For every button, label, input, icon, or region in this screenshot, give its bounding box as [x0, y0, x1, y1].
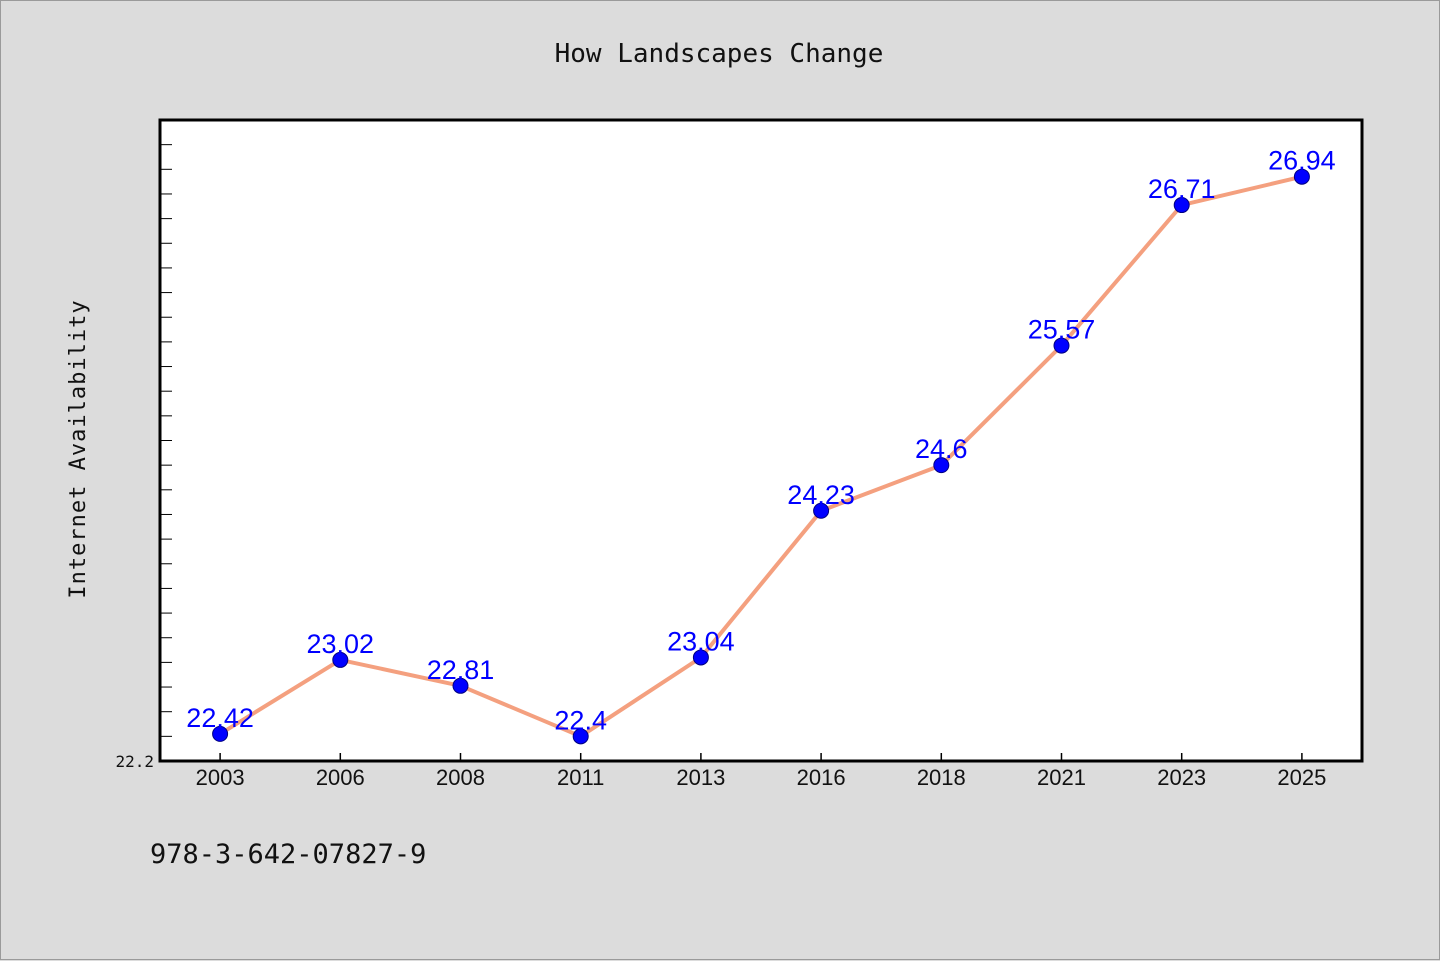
y-axis-label: Internet Availability	[66, 299, 91, 598]
x-tick-label: 2018	[917, 765, 966, 790]
data-label: 24.23	[787, 480, 855, 510]
data-label: 22.42	[186, 703, 254, 733]
x-tick-label: 2016	[797, 765, 846, 790]
data-point	[813, 502, 830, 519]
x-tick-label: 2025	[1277, 765, 1326, 790]
series-line	[219, 174, 1303, 739]
x-tick-label: 2021	[1037, 765, 1086, 790]
x-tick-label: 2003	[196, 765, 245, 790]
x-axis-ticks: 2003 2006 2008 2011 2013 2016 2018 2021 2023 2025	[196, 753, 1326, 790]
data-label: 22.4	[554, 705, 607, 735]
data-point	[1173, 197, 1190, 214]
data-point	[933, 457, 950, 474]
footer-isbn: 978-3-642-07827-9	[150, 839, 426, 870]
chart-title: How Landscapes Change	[555, 39, 884, 69]
data-point	[1293, 168, 1310, 185]
data-label: 26.71	[1148, 174, 1216, 204]
y-tick-label: 22.2	[115, 752, 154, 771]
data-label: 25.57	[1028, 315, 1096, 345]
y-axis-ticks: 22.2	[115, 144, 172, 771]
data-point	[692, 649, 709, 666]
data-label: 23.02	[307, 629, 375, 659]
data-point	[332, 651, 349, 668]
x-tick-label: 2023	[1157, 765, 1206, 790]
series-group: 22.42 23.02 22.81 22.4 23.04 24.23 24.6 25.57 26…	[186, 146, 1336, 745]
data-label: 26.94	[1268, 146, 1336, 176]
data-label: 22.81	[427, 655, 495, 685]
x-tick-label: 2013	[676, 765, 725, 790]
x-tick-label: 2011	[557, 765, 604, 790]
data-point	[212, 725, 229, 742]
data-point	[452, 677, 469, 694]
data-label: 24.6	[915, 434, 968, 464]
data-label: 23.04	[667, 626, 735, 656]
data-point	[572, 728, 589, 745]
data-point	[1053, 337, 1070, 354]
x-tick-label: 2008	[436, 765, 485, 790]
x-tick-label: 2006	[316, 765, 365, 790]
